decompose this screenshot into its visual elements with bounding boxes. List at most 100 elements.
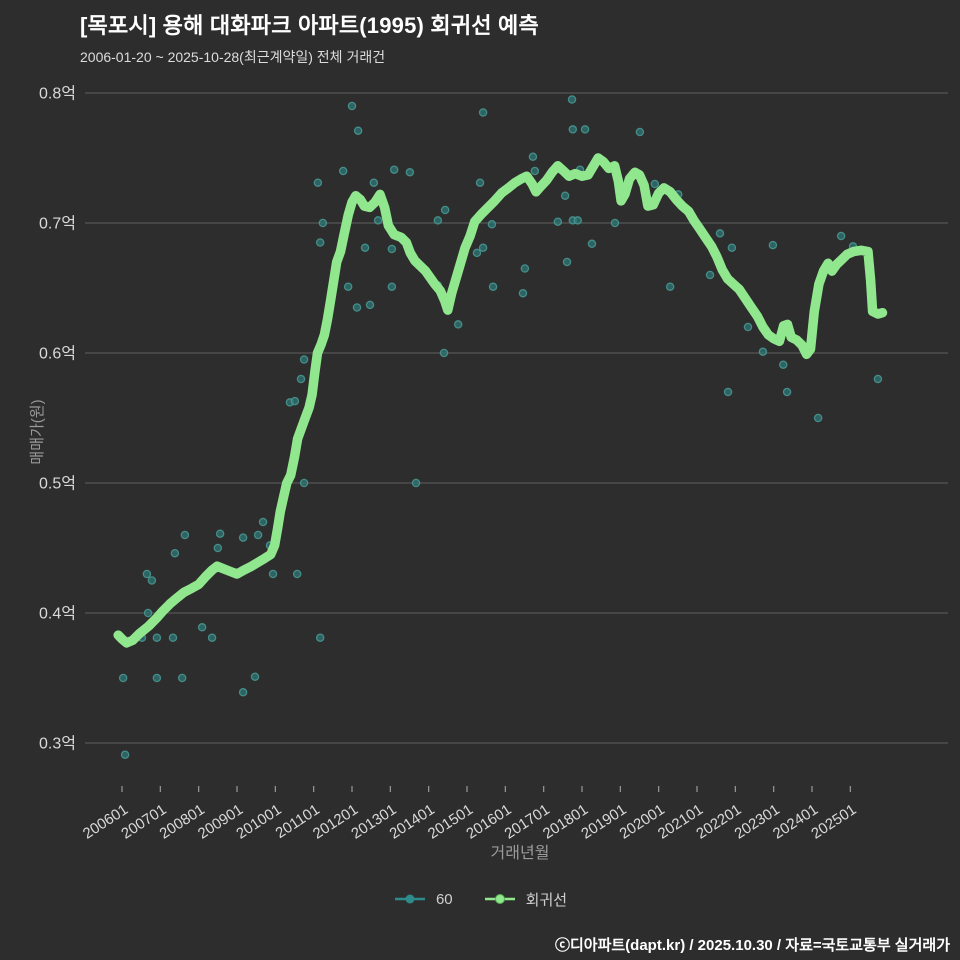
scatter-point	[836, 231, 846, 241]
scatter-point	[520, 264, 530, 273]
scatter-point	[439, 348, 449, 358]
scatter-point	[405, 168, 415, 177]
scatter-point	[530, 166, 540, 176]
y-tick-label: 0.5억	[39, 475, 76, 493]
y-tick-label: 0.7억	[39, 215, 76, 233]
scatter-point	[440, 205, 450, 215]
scatter-point	[433, 216, 443, 225]
scatter-point	[177, 673, 187, 683]
scatter-point	[238, 533, 248, 542]
scatter-point	[778, 360, 788, 369]
scatter-point	[705, 270, 715, 280]
regression-series-marker-icon	[484, 894, 515, 904]
chart-subtitle: 2006-01-20 ~ 2025-10-28(최근계약일) 전체 거래건	[80, 49, 386, 65]
scatter-point	[313, 178, 323, 187]
scatter-point	[118, 673, 128, 683]
chart-legend: 60 회귀선	[0, 886, 960, 912]
scatter-point	[568, 125, 578, 134]
scatter-point	[352, 303, 362, 312]
scatter-point	[727, 243, 737, 252]
scatter-point	[472, 248, 482, 258]
scatter-point	[553, 217, 563, 226]
scatter-point	[168, 633, 178, 642]
scatter-point	[258, 517, 268, 527]
data-layer	[113, 95, 888, 759]
chart-header: [목포시] 용해 대화파크 아파트(1995) 회귀선 예측 2006-01-2…	[80, 8, 539, 67]
legend-item-scatter: 60	[393, 891, 453, 908]
scatter-point	[488, 282, 498, 291]
scatter-point	[253, 530, 263, 540]
y-tick-label: 0.4억	[39, 605, 76, 623]
scatter-point	[338, 166, 348, 176]
scatter-point	[147, 576, 157, 585]
scatter-point	[453, 320, 463, 329]
scatter-point	[768, 240, 778, 250]
scatter-point	[573, 216, 583, 225]
scatter-point	[120, 750, 130, 759]
regression-line	[113, 153, 888, 648]
scatter-point	[562, 257, 572, 267]
y-tick-label: 0.3억	[39, 735, 76, 753]
scatter-point	[170, 548, 180, 558]
scatter-point	[813, 413, 823, 423]
scatter-point	[478, 108, 488, 117]
scatter-point	[389, 165, 399, 174]
scatter-point	[215, 529, 225, 538]
scatter-point	[587, 239, 597, 249]
copyright-source-text: ⓒ디아파트(dapt.kr) / 2025.10.30 / 자료=국토교통부 실…	[554, 937, 950, 954]
scatter-point	[369, 178, 379, 187]
scatter-point	[315, 633, 325, 642]
scatter-point	[411, 478, 421, 488]
scatter-point	[318, 218, 328, 228]
scatter-point	[373, 216, 383, 225]
scatter-point	[387, 244, 397, 254]
scatter-point	[580, 125, 590, 134]
scatter-point	[715, 229, 725, 238]
grid-layer	[85, 92, 948, 744]
tick-layer: 0.8억0.7억0.6억0.5억0.4억0.3억2006012007012008…	[39, 85, 859, 843]
scatter-point	[290, 396, 300, 406]
scatter-point	[296, 374, 306, 384]
scatter-point	[152, 633, 162, 642]
legend-label-scatter: 60	[435, 890, 453, 908]
scatter-point	[143, 608, 153, 618]
scatter-point	[142, 569, 152, 579]
scatter-point	[665, 282, 675, 291]
scatter-point	[528, 152, 538, 161]
scatter-point	[207, 633, 217, 642]
scatter-point	[873, 374, 883, 384]
y-tick-label: 0.6억	[39, 345, 76, 363]
scatter-point	[560, 191, 570, 200]
scatter-point	[197, 623, 207, 632]
scatter-point	[180, 530, 190, 540]
scatter-point	[299, 478, 309, 488]
scatter-point	[567, 95, 577, 104]
x-axis-title: 거래년월	[491, 844, 550, 862]
scatter-point	[758, 347, 768, 356]
scatter-point	[478, 243, 488, 252]
scatter-point	[635, 127, 645, 137]
scatter-point	[650, 179, 660, 189]
scatter-point	[315, 238, 325, 247]
scatter-point	[299, 355, 309, 364]
scatter-series-marker-icon	[394, 894, 425, 904]
scatter-point	[360, 243, 370, 252]
scatter-point	[723, 387, 733, 397]
scatter-point	[347, 101, 357, 111]
scatter-point	[610, 218, 620, 228]
legend-label-regression: 회귀선	[525, 891, 568, 909]
y-axis-title: 매매가(원)	[29, 399, 46, 464]
scatter-point	[292, 569, 302, 579]
scatter-point	[365, 300, 375, 310]
scatter-point	[387, 282, 397, 291]
scatter-point	[487, 220, 497, 229]
scatter-point	[213, 543, 223, 553]
scatter-point	[238, 688, 248, 697]
scatter-point	[152, 673, 162, 683]
scatter-point	[743, 322, 753, 332]
chart-title: [목포시] 용해 대화파크 아파트(1995) 회귀선 예측	[80, 13, 539, 38]
scatter-point	[343, 282, 353, 291]
y-tick-label: 0.8억	[39, 85, 76, 103]
scatter-point	[353, 126, 363, 135]
